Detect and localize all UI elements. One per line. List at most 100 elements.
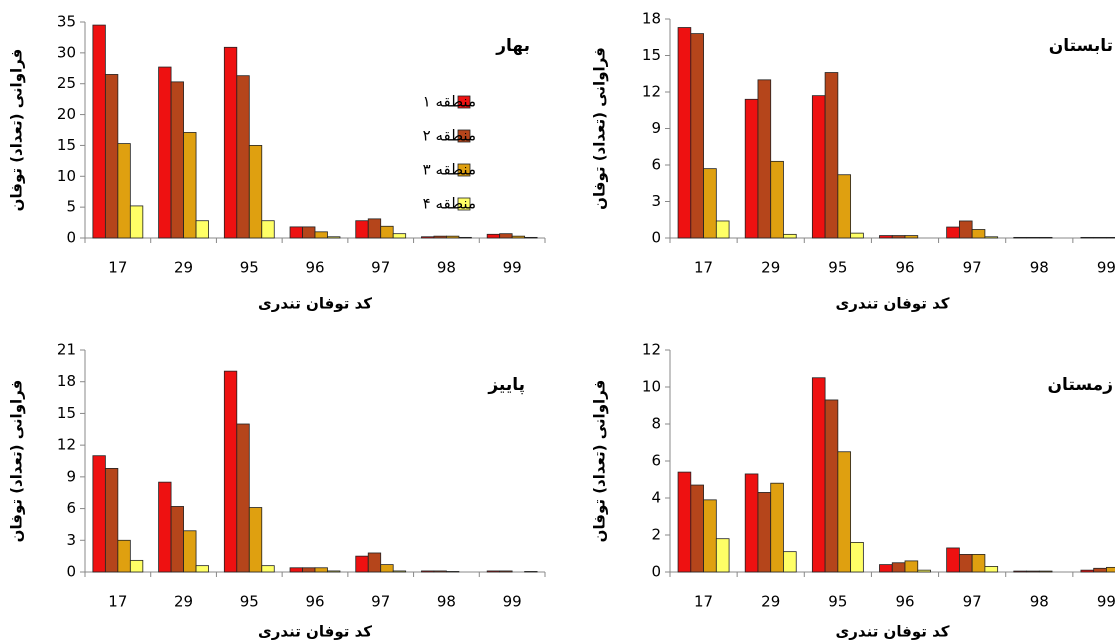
bar bbox=[223, 46, 238, 239]
bar bbox=[158, 66, 172, 239]
y-tick-label: 18 bbox=[57, 372, 76, 390]
bar bbox=[1080, 569, 1095, 573]
bar bbox=[117, 143, 131, 239]
y-tick-label: 6 bbox=[651, 452, 661, 470]
x-axis-label: کد توفان تندری bbox=[836, 295, 950, 313]
x-tick-label: 95 bbox=[240, 259, 259, 277]
bar bbox=[446, 571, 460, 573]
bar bbox=[1080, 236, 1095, 239]
bar bbox=[248, 507, 263, 573]
bar bbox=[433, 235, 447, 239]
bar bbox=[904, 235, 919, 239]
x-tick-label: 95 bbox=[828, 593, 847, 611]
x-tick-label: 97 bbox=[371, 259, 390, 277]
x-tick-label: 17 bbox=[108, 593, 127, 611]
bar bbox=[380, 225, 394, 239]
bar bbox=[1013, 236, 1027, 239]
bar bbox=[380, 564, 394, 573]
legend-label: منطقه ۴ bbox=[423, 195, 476, 213]
legend-label: منطقه ۲ bbox=[423, 127, 476, 145]
y-tick-label: 5 bbox=[66, 198, 76, 216]
y-tick-label: 18 bbox=[642, 10, 661, 28]
bar bbox=[302, 226, 316, 239]
bar bbox=[261, 565, 275, 573]
chart-title: زمستان bbox=[1048, 375, 1113, 395]
bar bbox=[223, 370, 238, 573]
bar bbox=[1038, 570, 1053, 573]
bar bbox=[1106, 566, 1115, 573]
bar bbox=[158, 481, 172, 573]
bar bbox=[421, 236, 435, 239]
legend-swatch bbox=[457, 197, 471, 211]
x-tick-label: 99 bbox=[503, 593, 522, 611]
bar bbox=[289, 567, 303, 573]
y-tick-label: 0 bbox=[651, 563, 661, 581]
y-tick-label: 35 bbox=[57, 13, 76, 31]
bar bbox=[117, 539, 131, 573]
bar bbox=[392, 233, 407, 239]
bar bbox=[499, 233, 513, 239]
x-tick-label: 96 bbox=[305, 593, 324, 611]
x-tick-label: 97 bbox=[371, 593, 390, 611]
bar bbox=[744, 98, 759, 239]
bar bbox=[524, 236, 538, 239]
bar bbox=[183, 530, 197, 573]
bar bbox=[327, 570, 341, 573]
y-tick-label: 3 bbox=[66, 531, 76, 549]
bar bbox=[984, 236, 999, 239]
legend-label: منطقه ۳ bbox=[423, 161, 476, 179]
x-tick-label: 99 bbox=[503, 259, 522, 277]
y-tick-label: 6 bbox=[66, 499, 76, 517]
y-tick-label: 15 bbox=[57, 136, 76, 154]
bar bbox=[261, 220, 275, 239]
bar bbox=[946, 226, 960, 239]
y-tick-label: 4 bbox=[651, 489, 661, 507]
bar bbox=[1038, 236, 1053, 239]
bar bbox=[355, 220, 369, 239]
bar bbox=[715, 220, 730, 239]
bar bbox=[1093, 236, 1107, 239]
bar bbox=[703, 499, 717, 573]
bar bbox=[824, 72, 839, 239]
y-tick-label: 9 bbox=[651, 119, 661, 137]
bar bbox=[183, 132, 197, 239]
bar bbox=[677, 471, 692, 573]
x-tick-label: 99 bbox=[1097, 593, 1115, 611]
y-tick-label: 25 bbox=[57, 74, 76, 92]
x-tick-label: 29 bbox=[761, 593, 780, 611]
bar bbox=[129, 559, 144, 573]
bar bbox=[195, 220, 209, 239]
x-tick-label: 17 bbox=[108, 259, 127, 277]
y-axis-label: فراوانی (تعداد) توفان bbox=[8, 49, 26, 212]
bar bbox=[1106, 236, 1115, 239]
bar bbox=[837, 451, 852, 573]
bar bbox=[170, 81, 184, 239]
legend-swatch bbox=[457, 95, 471, 109]
bar bbox=[703, 168, 717, 239]
bar bbox=[824, 399, 839, 573]
y-tick-label: 12 bbox=[642, 83, 661, 101]
y-tick-label: 15 bbox=[57, 404, 76, 422]
bar bbox=[850, 542, 864, 573]
x-axis-label: کد توفان تندری bbox=[836, 623, 950, 641]
y-tick-label: 12 bbox=[57, 436, 76, 454]
bar bbox=[690, 33, 704, 239]
y-axis-label: فراوانی (تعداد) توفان bbox=[8, 380, 26, 543]
bar bbox=[104, 467, 119, 573]
bar bbox=[984, 566, 999, 573]
bar bbox=[458, 236, 472, 239]
bar bbox=[891, 235, 906, 239]
bar bbox=[690, 484, 704, 573]
bar bbox=[971, 554, 986, 573]
bar bbox=[1013, 570, 1027, 573]
y-tick-label: 30 bbox=[57, 43, 76, 61]
x-tick-label: 97 bbox=[963, 593, 982, 611]
bar bbox=[289, 226, 303, 239]
legend-swatch bbox=[457, 163, 471, 177]
chart-title: تابستان bbox=[1049, 36, 1113, 56]
bar bbox=[958, 554, 973, 573]
x-tick-label: 29 bbox=[761, 259, 780, 277]
bar bbox=[421, 570, 435, 573]
bar bbox=[92, 455, 106, 573]
bar bbox=[367, 218, 382, 239]
